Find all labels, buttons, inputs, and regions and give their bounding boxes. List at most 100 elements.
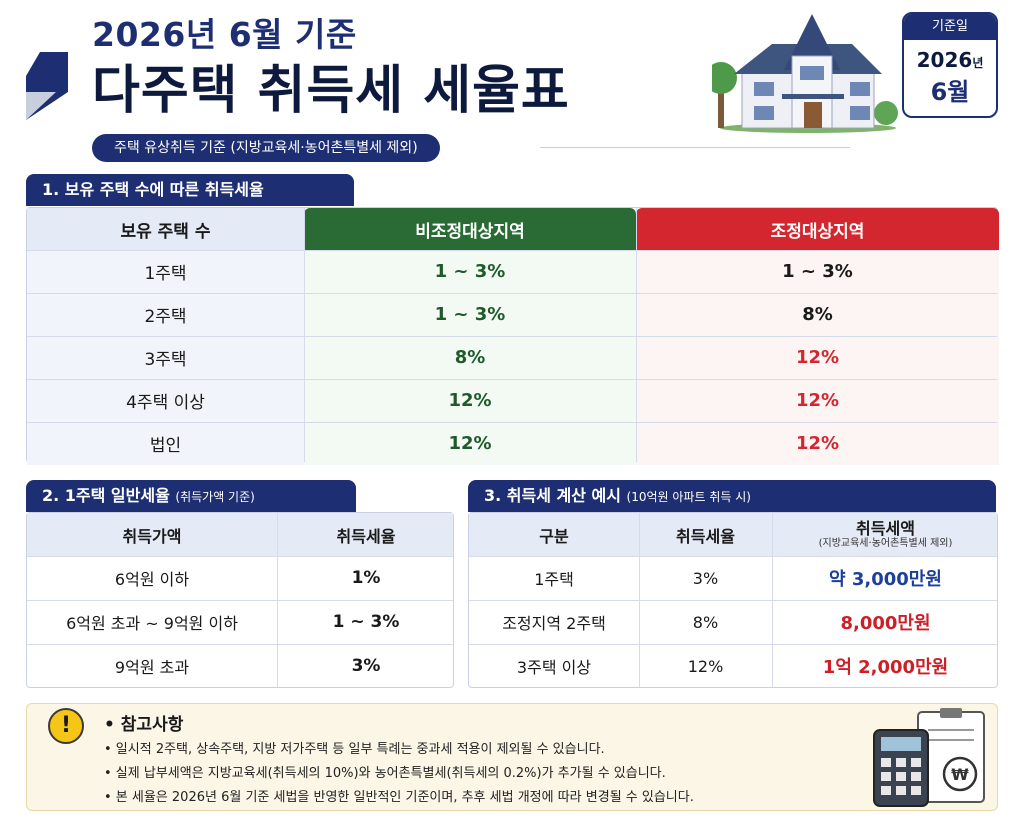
row-divider <box>27 644 453 645</box>
table-header-row: 구분 취득세율 취득세액 (지방교육세·농어촌특별세 제외) <box>469 513 997 556</box>
reference-date-badge: 기준일 2026년 6월 <box>902 12 998 118</box>
table-acquisition-rates: 보유 주택 수 비조정대상지역 조정대상지역 1주택 1 ~ 3% 1 ~ 3% 2주택 1 … <box>26 207 999 465</box>
rate-cell: 12% <box>687 656 724 676</box>
column-header: 취득세액 (지방교육세·농어촌특별세 제외) <box>772 513 999 556</box>
calculator-icon: ₩ <box>873 708 985 807</box>
regulated-rate-cell: 12% <box>636 422 999 465</box>
row-divider <box>27 600 453 601</box>
page-title: 다주택 취득세 세율표 <box>92 61 570 121</box>
tax-amount-cell: 8,000만원 <box>840 613 931 634</box>
basis-badge: 주택 유상취득 기준 (지방교육세·농어촌특별세 제외) <box>92 134 440 162</box>
column-header: 구분 <box>539 526 569 546</box>
column-header: 보유 주택 수 <box>27 208 304 250</box>
section2-title-note: (취득가액 기준) <box>175 490 255 504</box>
row-divider <box>27 293 997 294</box>
section3-title-text: 3. 취득세 계산 예시 <box>484 486 621 505</box>
column-header: 비조정대상지역 <box>304 208 636 250</box>
column-header: 취득가액 <box>122 526 182 546</box>
column-header-note: (지방교육세·농어촌특별세 제외) <box>818 538 953 550</box>
rate-cell: 3% <box>692 568 719 588</box>
table-row: 1주택 1 ~ 3% 1 ~ 3% <box>27 250 999 293</box>
section3-title-note: (10억원 아파트 취득 시) <box>626 490 751 504</box>
rate-cell: 8% <box>692 612 719 632</box>
column-header: 취득세율 <box>676 526 735 546</box>
row-divider <box>469 600 997 601</box>
price-range-cell: 6억원 이하 <box>114 570 190 589</box>
table-row: 4주택 이상 12% 12% <box>27 379 999 422</box>
table-calculation-example: 구분 취득세율 취득세액 (지방교육세·농어촌특별세 제외) 1주택 3% 약 3,000만… <box>468 512 998 688</box>
decorative-slash <box>26 52 68 120</box>
reference-year-value: 2026 <box>916 48 973 72</box>
price-range-cell: 9억원 초과 <box>114 658 190 677</box>
row-divider <box>27 379 997 380</box>
section1-title: 1. 보유 주택 수에 따른 취득세율 <box>26 174 354 206</box>
table-header-row: 보유 주택 수 비조정대상지역 조정대상지역 <box>27 208 999 250</box>
house-count-cell: 2주택 <box>27 293 304 336</box>
divider <box>540 147 850 148</box>
column-divider <box>639 513 640 687</box>
note-item: • 일시적 2주택, 상속주택, 지방 저가주택 등 일부 특례는 중과세 적용… <box>104 742 605 757</box>
non-regulated-rate-cell: 1 ~ 3% <box>304 293 636 336</box>
notes-panel <box>26 703 998 811</box>
non-regulated-rate-cell: 12% <box>304 422 636 465</box>
column-divider <box>636 208 637 462</box>
regulated-rate-cell: 8% <box>636 293 999 336</box>
table-row: 3주택 8% 12% <box>27 336 999 379</box>
table-row: 법인 12% 12% <box>27 422 999 465</box>
notes-title: • 참고사항 <box>104 715 184 735</box>
row-divider <box>27 336 997 337</box>
page-subtitle: 2026년 6월 기준 <box>92 15 357 54</box>
house-count-cell: 4주택 이상 <box>27 379 304 422</box>
category-cell: 조정지역 2주택 <box>502 614 606 633</box>
house-count-cell: 법인 <box>27 422 304 465</box>
row-divider <box>27 250 997 251</box>
section2-title-text: 2. 1주택 일반세율 <box>42 486 170 505</box>
category-cell: 1주택 <box>534 570 574 589</box>
house-count-cell: 1주택 <box>27 250 304 293</box>
table-general-rates: 취득가액 취득세율 6억원 이하 1% 6억원 초과 ~ 9억원 이하 1 ~ 3% 9억원… <box>26 512 454 688</box>
house-illustration <box>712 14 898 133</box>
table-row: 6억원 초과 ~ 9억원 이하 1 ~ 3% <box>27 600 453 644</box>
tax-amount-cell: 약 3,000만원 <box>829 569 942 590</box>
column-divider <box>304 208 305 462</box>
reference-year-suffix: 년 <box>972 56 984 70</box>
note-item: • 실제 납부세액은 지방교육세(취득세의 10%)와 농어촌특별세(취득세의 … <box>104 766 666 781</box>
non-regulated-rate-cell: 1 ~ 3% <box>304 250 636 293</box>
category-cell: 3주택 이상 <box>516 658 592 677</box>
table-header-row: 취득가액 취득세율 <box>27 513 453 556</box>
rate-cell: 1 ~ 3% <box>332 612 400 632</box>
column-divider <box>277 513 278 687</box>
price-range-cell: 6억원 초과 ~ 9억원 이하 <box>66 614 238 633</box>
row-divider <box>469 556 997 557</box>
column-header-text: 취득세액 <box>856 518 915 538</box>
section2-title: 2. 1주택 일반세율 (취득가액 기준) <box>26 480 356 512</box>
reference-year: 2026년 <box>904 48 996 72</box>
regulated-rate-cell: 12% <box>636 336 999 379</box>
reference-month: 6월 <box>930 78 970 106</box>
column-header: 취득세율 <box>336 526 396 546</box>
warning-icon: ! <box>48 708 84 744</box>
table-row: 6억원 이하 1% <box>27 556 453 600</box>
table-row: 조정지역 2주택 8% 8,000만원 <box>469 600 997 644</box>
section3-title: 3. 취득세 계산 예시 (10억원 아파트 취득 시) <box>468 480 996 512</box>
table-row: 1주택 3% 약 3,000만원 <box>469 556 997 600</box>
rate-cell: 3% <box>351 656 381 676</box>
tax-amount-cell: 1억 2,000만원 <box>822 657 949 678</box>
svg-text:₩: ₩ <box>951 765 969 784</box>
row-divider <box>27 556 453 557</box>
reference-date-label: 기준일 <box>904 14 996 40</box>
table-row: 3주택 이상 12% 1억 2,000만원 <box>469 644 997 688</box>
table-row: 2주택 1 ~ 3% 8% <box>27 293 999 336</box>
non-regulated-rate-cell: 8% <box>304 336 636 379</box>
regulated-rate-cell: 12% <box>636 379 999 422</box>
table-row: 9억원 초과 3% <box>27 644 453 688</box>
note-item: • 본 세율은 2026년 6월 기준 세법을 반영한 일반적인 기준이며, 추… <box>104 790 694 805</box>
column-divider <box>772 513 773 687</box>
row-divider <box>469 644 997 645</box>
house-count-cell: 3주택 <box>27 336 304 379</box>
non-regulated-rate-cell: 12% <box>304 379 636 422</box>
rate-cell: 1% <box>351 568 381 588</box>
column-header: 조정대상지역 <box>636 208 999 250</box>
regulated-rate-cell: 1 ~ 3% <box>636 250 999 293</box>
row-divider <box>27 422 997 423</box>
